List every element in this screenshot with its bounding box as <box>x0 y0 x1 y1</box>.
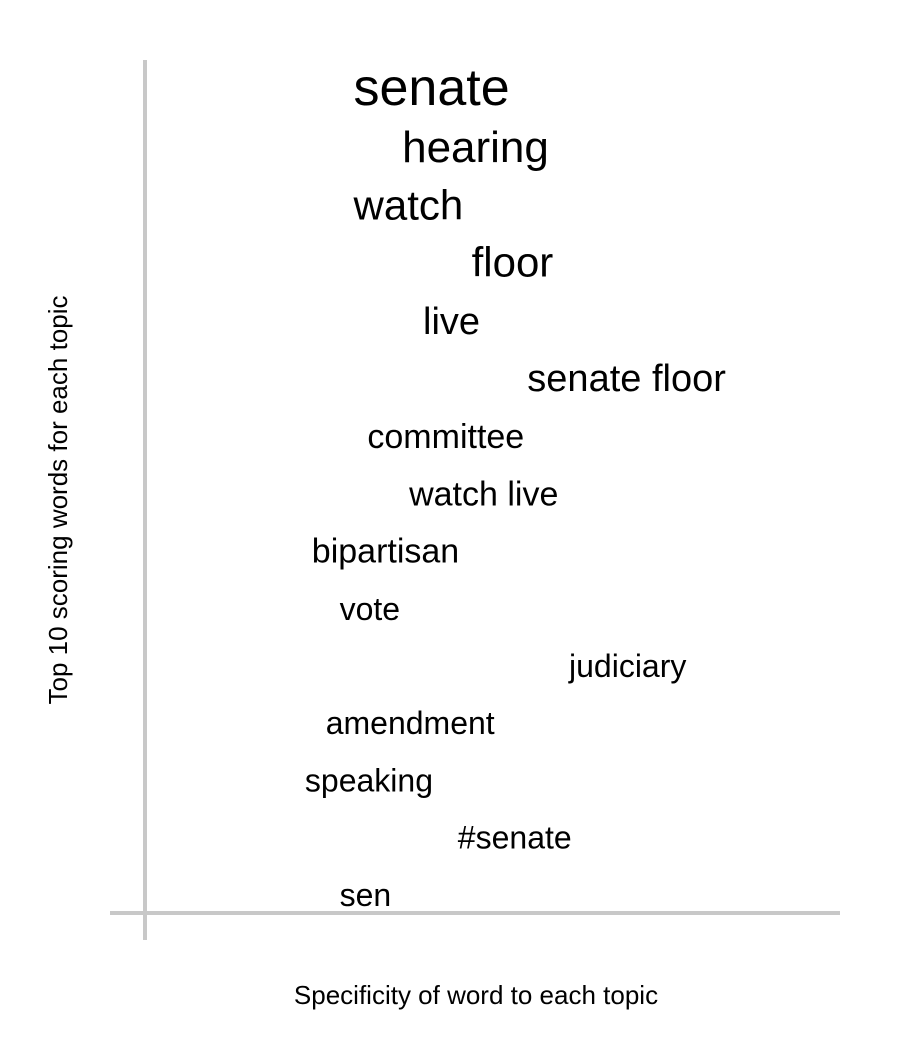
word-10: vote <box>340 591 400 627</box>
word-11: judiciary <box>568 648 686 684</box>
word-5: live <box>423 301 480 343</box>
word-7: committee <box>367 418 524 456</box>
word-1: senate <box>354 59 510 117</box>
word-8: watch live <box>408 475 558 513</box>
y-axis-label: Top 10 scoring words for each topic <box>43 296 73 705</box>
word-15: sen <box>340 877 392 913</box>
word-12: amendment <box>326 705 495 741</box>
word-2: hearing <box>402 123 549 172</box>
word-14: #senate <box>458 820 572 856</box>
word-13: speaking <box>305 762 433 798</box>
word-3: watch <box>353 181 464 228</box>
word-6: senate floor <box>527 358 726 400</box>
word-4: floor <box>472 239 554 286</box>
word-9: bipartisan <box>312 533 459 571</box>
x-axis-label: Specificity of word to each topic <box>294 980 658 1010</box>
